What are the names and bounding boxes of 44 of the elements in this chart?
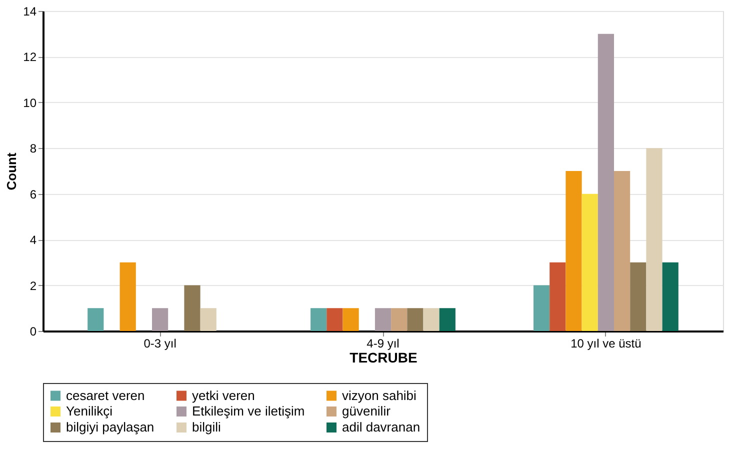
bar (200, 308, 216, 331)
y-tick-label: 0 (30, 324, 37, 338)
bar (423, 308, 440, 331)
bar (533, 285, 550, 331)
bar (630, 262, 646, 331)
x-tick-label: 0-3 yıl (144, 336, 176, 350)
legend-label: bilgili (192, 420, 222, 434)
bar (326, 308, 343, 331)
bar (152, 308, 168, 331)
bar (88, 308, 104, 331)
y-tick-label: 4 (30, 233, 37, 248)
y-tick-label: 12 (23, 50, 37, 64)
x-axis-title: TECRUBE (350, 350, 418, 366)
legend-label: vizyon sahibi (342, 388, 417, 403)
bar (374, 308, 392, 331)
x-tick-label: 4-9 yıl (366, 336, 400, 350)
y-tick-label: 2 (30, 278, 37, 293)
y-tick-label: 6 (30, 187, 37, 202)
bar (439, 308, 456, 331)
bar (310, 308, 327, 331)
y-tick-label: 14 (23, 4, 37, 18)
y-tick-label: 8 (30, 142, 37, 156)
bar (662, 262, 678, 331)
legend-label: bilgiyi paylaşan (66, 420, 154, 434)
bar (391, 308, 408, 331)
bar (582, 194, 598, 331)
bar (184, 285, 200, 331)
bar (407, 308, 424, 331)
bar (550, 262, 566, 331)
y-axis-title: Count (4, 152, 20, 190)
legend-label: yetki veren (192, 388, 255, 403)
legend-label: Yenilikçi (66, 404, 113, 418)
legend-label: güvenilir (342, 404, 392, 418)
bar (342, 308, 359, 331)
legend-label: Etkileşim ve iletişim (192, 404, 305, 418)
legend-label: cesaret veren (66, 388, 145, 403)
x-tick-label: 10 yıl ve üstü (570, 336, 642, 350)
bar (120, 262, 136, 331)
bar (646, 148, 662, 331)
y-tick-label: 10 (23, 96, 37, 110)
bar (598, 34, 614, 331)
bar (566, 171, 582, 331)
legend-label: adil davranan (342, 420, 420, 434)
bar (614, 171, 630, 331)
